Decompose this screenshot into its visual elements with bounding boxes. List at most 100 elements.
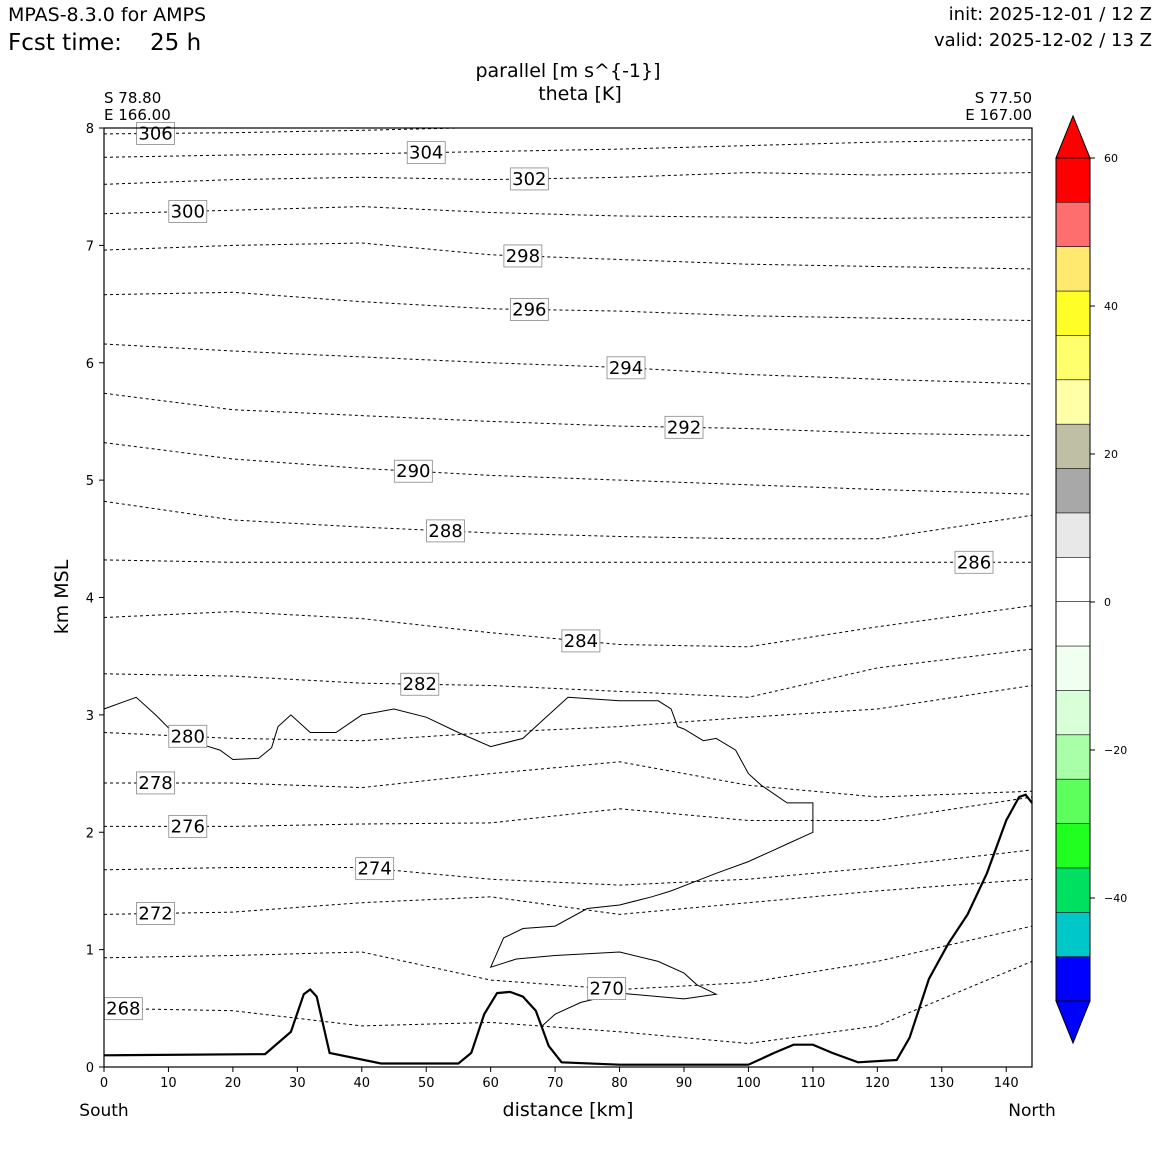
colorbar: 60 40 20 0 −20 −40 <box>1055 114 1127 1045</box>
north-label: North <box>1008 1101 1056 1121</box>
forecast-time-label: Fcst time: <box>8 30 122 56</box>
theta-contour-278 <box>104 761 1033 798</box>
theta-contours <box>103 127 1033 1045</box>
y-tick-label: 8 <box>86 122 94 137</box>
theta-contour-294 <box>103 343 1033 385</box>
svg-text:292: 292 <box>667 417 701 438</box>
colorbar-segment <box>1056 291 1090 336</box>
svg-text:276: 276 <box>171 816 205 837</box>
init-time: init: 2025-12-01 / 12 Z <box>948 4 1152 25</box>
colorbar-segment <box>1056 823 1090 869</box>
x-tick-label: 20 <box>225 1076 242 1091</box>
svg-text:282: 282 <box>403 674 437 695</box>
right-longitude: E 167.00 <box>965 106 1032 124</box>
contour-label-294: 294 <box>606 356 646 380</box>
x-tick-label: 130 <box>929 1076 954 1091</box>
colorbar-segment <box>1056 646 1090 691</box>
contour-label-280: 280 <box>168 724 208 748</box>
colorbar-segment <box>1056 512 1090 558</box>
theta-contour-288 <box>103 500 1033 540</box>
y-tick-label: 2 <box>86 826 94 841</box>
y-tick-label: 4 <box>86 592 94 607</box>
contour-label-288: 288 <box>426 519 465 543</box>
contour-label-268: 268 <box>103 997 143 1021</box>
contour-label-284: 284 <box>561 629 601 653</box>
contour-label-292: 292 <box>664 415 704 439</box>
x-tick-label: 50 <box>418 1076 435 1091</box>
svg-text:302: 302 <box>512 169 546 190</box>
theta-contour-284 <box>103 605 1033 648</box>
colorbar-segment <box>1056 468 1090 514</box>
colorbar-segment <box>1056 956 1090 1002</box>
colorbar-extend-top <box>1055 114 1091 159</box>
theta-contour-274 <box>103 849 1033 886</box>
theta-contour-276 <box>104 796 1033 827</box>
colorbar-tick-label: 20 <box>1104 448 1118 461</box>
theta-contour-292 <box>103 392 1033 436</box>
x-axis-ticks: 0 10 20 30 40 50 60 70 80 90 100 110 120 130 140 <box>100 1067 1019 1091</box>
colorbar-segment <box>1056 557 1090 602</box>
x-tick-label: 0 <box>100 1076 108 1091</box>
wind-contour-0 <box>103 696 814 1027</box>
colorbar-segment <box>1056 202 1090 248</box>
svg-text:306: 306 <box>138 123 172 144</box>
contour-label-298: 298 <box>503 244 543 268</box>
contour-label-300: 300 <box>168 199 208 223</box>
contour-labels: 306 304 302 300 298 296 294 292 290 288 286 284 282 2… <box>103 121 994 1021</box>
theta-contour-302 <box>103 172 1033 185</box>
plot-title-theta: theta [K] <box>538 83 622 105</box>
contour-label-270: 270 <box>587 977 627 1000</box>
theta-contour-296 <box>103 291 1033 321</box>
colorbar-segment <box>1056 158 1090 203</box>
y-tick-label: 1 <box>86 944 94 959</box>
x-tick-label: 30 <box>289 1076 306 1091</box>
colorbar-tick-label: 60 <box>1104 152 1118 165</box>
colorbar-segment <box>1056 335 1090 381</box>
svg-text:274: 274 <box>357 859 391 880</box>
x-tick-label: 80 <box>611 1076 628 1091</box>
svg-text:280: 280 <box>171 726 205 747</box>
y-tick-label: 0 <box>86 1061 94 1076</box>
svg-text:298: 298 <box>506 246 540 267</box>
x-tick-label: 60 <box>482 1076 499 1091</box>
x-tick-label: 110 <box>800 1076 825 1091</box>
x-tick-label: 140 <box>994 1076 1019 1091</box>
left-longitude: E 166.00 <box>104 106 171 124</box>
y-tick-label: 6 <box>86 357 94 372</box>
svg-text:304: 304 <box>409 143 443 164</box>
theta-contour-290 <box>103 442 1033 495</box>
contour-label-272: 272 <box>136 902 175 925</box>
contour-label-286: 286 <box>954 550 994 574</box>
colorbar-segment <box>1056 379 1090 425</box>
svg-text:284: 284 <box>564 631 598 652</box>
south-label: South <box>79 1101 129 1121</box>
y-axis-ticks: 0 1 2 3 4 5 6 7 8 <box>86 122 104 1076</box>
contour-label-276: 276 <box>168 814 208 838</box>
theta-contour-300 <box>103 206 1033 219</box>
colorbar-extend-bottom <box>1055 1000 1091 1045</box>
svg-text:278: 278 <box>138 773 172 794</box>
contour-label-290: 290 <box>393 459 433 483</box>
svg-text:270: 270 <box>589 979 623 1000</box>
x-tick-label: 40 <box>354 1076 371 1091</box>
theta-contour-270 <box>103 925 1033 991</box>
theta-contour-268 <box>103 960 1033 1045</box>
theta-contour-304 <box>103 139 1033 158</box>
colorbar-tick-label: −20 <box>1104 744 1127 757</box>
svg-text:294: 294 <box>609 358 643 379</box>
svg-text:296: 296 <box>512 299 546 320</box>
x-axis-label: distance [km] <box>502 1099 634 1121</box>
plot-frame <box>103 127 1033 1068</box>
svg-text:290: 290 <box>396 461 430 482</box>
colorbar-segment <box>1056 601 1090 647</box>
contour-label-304: 304 <box>406 141 446 165</box>
y-tick-label: 5 <box>86 474 94 489</box>
contour-label-278: 278 <box>136 771 175 795</box>
colorbar-segment <box>1056 867 1090 913</box>
forecast-time-value: 25 h <box>150 30 202 56</box>
theta-contour-280 <box>103 685 1033 742</box>
x-tick-label: 70 <box>547 1076 564 1091</box>
colorbar-segment <box>1056 912 1090 957</box>
colorbar-segment <box>1056 246 1090 292</box>
svg-text:268: 268 <box>106 999 140 1020</box>
